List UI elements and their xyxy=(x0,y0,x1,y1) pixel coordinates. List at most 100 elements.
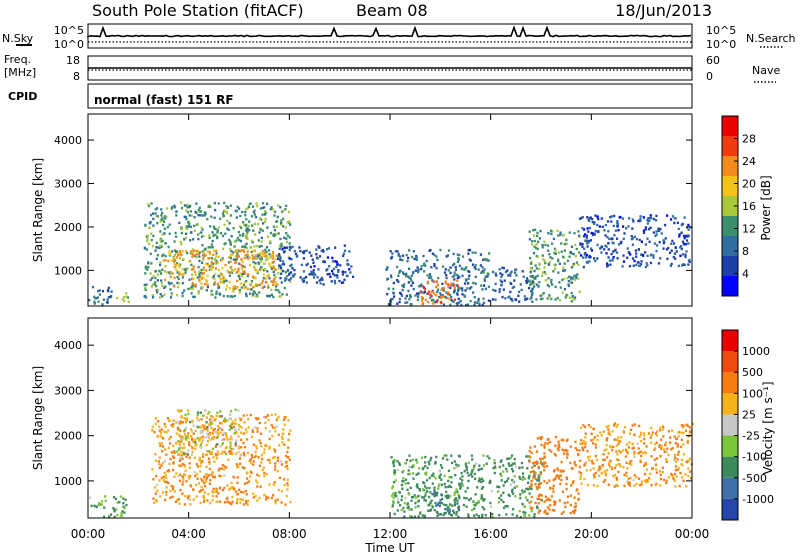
velocity-cell xyxy=(228,487,231,490)
power-cell xyxy=(336,276,339,279)
power-cell xyxy=(172,256,175,259)
velocity-cell xyxy=(189,475,192,478)
power-cell xyxy=(450,296,453,299)
power-cell xyxy=(150,262,153,265)
power-cell xyxy=(159,270,162,273)
velocity-cell xyxy=(225,497,228,500)
power-cell xyxy=(387,302,390,306)
velocity-cell xyxy=(228,417,232,420)
velocity-cell xyxy=(176,450,179,453)
velocity-cell xyxy=(457,515,460,519)
power-cell xyxy=(256,271,259,275)
power-cell xyxy=(269,231,273,235)
velocity-cell xyxy=(662,425,665,428)
velocity-cell xyxy=(513,457,516,461)
velocity-cell xyxy=(277,415,280,419)
power-cell xyxy=(527,279,530,283)
velocity-cell xyxy=(274,468,277,471)
power-cell xyxy=(614,248,617,252)
power-cell xyxy=(573,274,576,278)
velocity-cell xyxy=(554,477,557,480)
power-cell xyxy=(479,264,482,267)
power-cell xyxy=(409,277,412,281)
velocity-cell xyxy=(659,477,663,481)
power-cell xyxy=(243,265,247,269)
power-cell xyxy=(305,281,308,284)
power-cell xyxy=(335,265,338,269)
power-cell xyxy=(619,241,623,244)
power-cell xyxy=(614,229,618,232)
power-cell xyxy=(279,264,282,268)
velocity-cell xyxy=(616,453,619,456)
velocity-cell xyxy=(257,417,260,420)
power-cell xyxy=(326,256,330,259)
velocity-cell xyxy=(122,505,125,509)
power-cell xyxy=(386,266,389,269)
velocity-cell xyxy=(554,454,557,457)
velocity-cell xyxy=(156,483,159,487)
velocity-cell xyxy=(417,472,420,475)
power-cell xyxy=(452,284,455,287)
power-cell xyxy=(216,229,219,232)
power-cell xyxy=(312,261,315,265)
velocity-cell xyxy=(237,428,241,431)
velocity-cell xyxy=(263,474,266,478)
power-cell xyxy=(474,251,477,254)
velocity-cell xyxy=(569,511,572,515)
power-cell xyxy=(164,259,167,262)
velocity-cell xyxy=(552,490,555,493)
velocity-cell xyxy=(199,429,203,433)
power-cell xyxy=(102,298,106,301)
power-cell xyxy=(159,261,162,264)
power-cell xyxy=(170,207,173,210)
velocity-cell xyxy=(178,433,181,437)
power-cell xyxy=(151,244,154,248)
power-cell xyxy=(644,226,647,229)
velocity-cell xyxy=(551,487,555,490)
velocity-cell xyxy=(221,463,224,467)
power-cell xyxy=(255,295,258,298)
power-cell xyxy=(533,239,536,243)
power-cell xyxy=(260,255,263,259)
velocity-cell xyxy=(172,423,175,426)
velocity-cell xyxy=(531,478,534,482)
velocity-cell xyxy=(448,476,451,479)
power-cell xyxy=(262,262,266,265)
velocity-cell xyxy=(427,460,430,464)
power-cell xyxy=(258,268,262,271)
velocity-cell xyxy=(643,442,646,445)
velocity-cell xyxy=(154,452,157,456)
velocity-cell xyxy=(184,421,188,424)
power-cell xyxy=(248,263,252,267)
power-cell xyxy=(607,248,610,251)
power-cell xyxy=(556,229,559,233)
power-cell xyxy=(251,224,254,227)
power-cell xyxy=(161,233,164,236)
power-cell xyxy=(612,224,615,228)
power-cell xyxy=(426,300,430,304)
velocity-cell xyxy=(158,429,161,432)
velocity-cell xyxy=(440,502,443,505)
velocity-cell xyxy=(209,452,212,456)
power-cell xyxy=(411,271,415,275)
velocity-cell xyxy=(237,447,240,450)
power-cell xyxy=(155,284,158,288)
power-cell xyxy=(145,296,148,299)
power-cell xyxy=(147,242,151,246)
velocity-cell xyxy=(664,441,667,444)
velocity-cell xyxy=(196,413,199,417)
velocity-cell xyxy=(192,498,195,501)
velocity-cell xyxy=(234,422,238,425)
power-cell xyxy=(163,227,166,230)
power-cell xyxy=(161,211,164,215)
velocity-cell xyxy=(246,451,250,454)
power-cell xyxy=(488,252,491,255)
velocity-cell xyxy=(401,487,404,490)
velocity-cell xyxy=(225,435,228,438)
power-cell xyxy=(330,269,334,273)
power-cell xyxy=(604,234,607,237)
power-cell xyxy=(202,234,205,238)
power-cell xyxy=(210,268,213,271)
power-cell xyxy=(318,279,321,282)
velocity-cell xyxy=(485,462,488,465)
